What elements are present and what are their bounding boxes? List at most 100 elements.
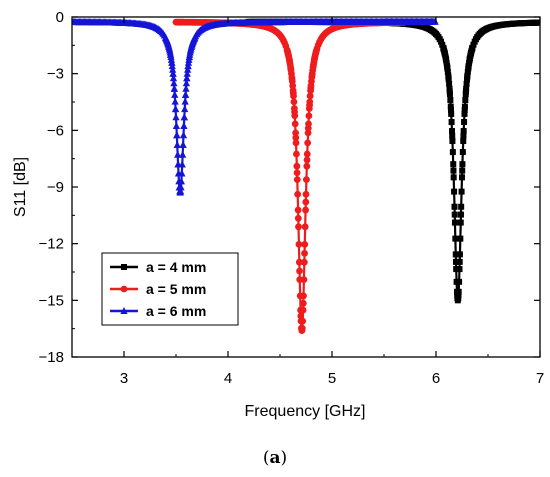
series-1-point-278 (458, 203, 465, 210)
y-axis-title: S11 [dB] (12, 157, 29, 217)
caption-letter: a (269, 448, 281, 468)
series-1-point-166 (451, 211, 458, 218)
series-2-point-204 (291, 120, 299, 128)
series-3-point-363 (191, 33, 199, 41)
series-3 (72, 17, 439, 196)
series-3-point-310 (169, 65, 177, 73)
y-tick-label-3: −6 (47, 122, 64, 139)
x-axis-title: Frequency [GHz] (245, 403, 366, 420)
series-1-point-282 (459, 149, 466, 156)
series-1-point-272 (455, 288, 462, 295)
legend-label-1: a = 4 mm (146, 259, 206, 275)
series-2-point-233 (303, 150, 311, 158)
series-1-point-174 (461, 107, 468, 114)
series-3-point-344 (183, 74, 191, 82)
axes: 3 4 5 6 7 0 −3 −6 −9 −12 −15 −18 (39, 9, 545, 387)
series-2-point-99 (294, 214, 302, 222)
series-1-point-286 (461, 110, 468, 117)
series-2-point-198 (289, 82, 297, 90)
series-3-point-318 (172, 113, 180, 121)
series-1-point-280 (459, 174, 465, 181)
series-2-point-207 (293, 150, 300, 158)
series-2-point-211 (294, 206, 302, 214)
x-tick-label-1: 3 (120, 370, 128, 387)
series-2-point-106 (303, 156, 311, 164)
series-3-line (72, 20, 436, 195)
series-2-point-237 (305, 112, 313, 120)
y-tick-label-1: 0 (56, 9, 64, 26)
series-3-point-342 (182, 84, 190, 92)
series-1-point-265 (452, 251, 459, 258)
series-1-point-289 (462, 91, 469, 98)
plot-layer (72, 17, 540, 334)
series-1-point-291 (463, 80, 470, 87)
series-1-point-252 (447, 96, 454, 103)
legend-marker-2 (120, 285, 128, 293)
series-1-point-255 (448, 119, 455, 126)
caption-open: ( (262, 448, 270, 468)
series-1-point-264 (452, 235, 459, 242)
series-1-point-261 (451, 188, 458, 195)
series-1-point-248 (445, 76, 452, 83)
series-1-point-274 (456, 266, 463, 273)
series-2-point-98 (293, 169, 301, 177)
series-3-point-340 (181, 97, 189, 105)
series-2-point-232 (303, 162, 311, 170)
figure-caption: (a) (0, 448, 550, 468)
series-1-point-171 (457, 211, 464, 218)
series-2-point-241 (307, 87, 314, 94)
series-1-point-234 (536, 19, 540, 26)
series-2-point-203 (291, 112, 299, 120)
series-1-point-258 (449, 149, 456, 156)
series-2-point-202 (290, 105, 298, 112)
series-2-point-226 (300, 258, 308, 266)
series-1-point-251 (446, 91, 453, 98)
y-tick-label-6: −15 (39, 292, 64, 309)
series-1-point-256 (449, 128, 456, 135)
series-2-point-234 (304, 139, 312, 147)
series-2-point-221 (298, 324, 306, 332)
series-3-point-317 (171, 105, 180, 113)
series-3-point-319 (172, 121, 181, 129)
series-2-point-255 (313, 47, 320, 55)
series-3-point-316 (171, 97, 179, 105)
series-1-point-253 (447, 103, 454, 110)
series-2-point-206 (292, 139, 300, 147)
series-3-point-337 (180, 121, 188, 129)
series-2-point-212 (295, 223, 302, 231)
series-1-point-305 (469, 44, 476, 51)
series-3-point-329 (176, 187, 185, 195)
series-1-point-172 (459, 167, 466, 174)
legend: a = 4 mm a = 5 mm a = 6 mm (101, 252, 239, 326)
series-3-point-307 (167, 55, 176, 63)
series-1-point-249 (446, 80, 453, 87)
series-1-point-279 (458, 188, 465, 195)
series-3-point-313 (170, 79, 178, 87)
legend-marker-1 (121, 264, 127, 270)
series-1-point-259 (450, 161, 457, 168)
series-1-point-277 (457, 219, 464, 226)
series-1-point-285 (461, 119, 468, 126)
series-2-point-223 (299, 306, 307, 314)
series-2-point-238 (305, 105, 313, 112)
series-2-point-103 (299, 299, 307, 307)
series-3-point-336 (179, 131, 188, 139)
series-3-point-335 (179, 140, 187, 148)
series-1-point-276 (457, 235, 464, 242)
series-1-point-245 (444, 65, 451, 72)
series-1-point-293 (464, 72, 471, 79)
series-2-point-210 (294, 190, 302, 198)
series-1-point-165 (450, 167, 457, 174)
series-1-point-287 (461, 103, 468, 110)
series-3-point-332 (178, 169, 186, 177)
series-3-point-292 (431, 17, 439, 25)
series-3-point-330 (177, 183, 185, 191)
series-1-point-257 (449, 138, 456, 145)
series-2-point-104 (301, 249, 308, 257)
series-2-point-239 (306, 98, 314, 106)
series-2-point-97 (292, 134, 300, 142)
series-1-point-262 (451, 203, 458, 210)
series-3-point-311 (169, 69, 177, 77)
series-1-point-254 (448, 110, 455, 117)
series-3-point-312 (169, 74, 178, 82)
